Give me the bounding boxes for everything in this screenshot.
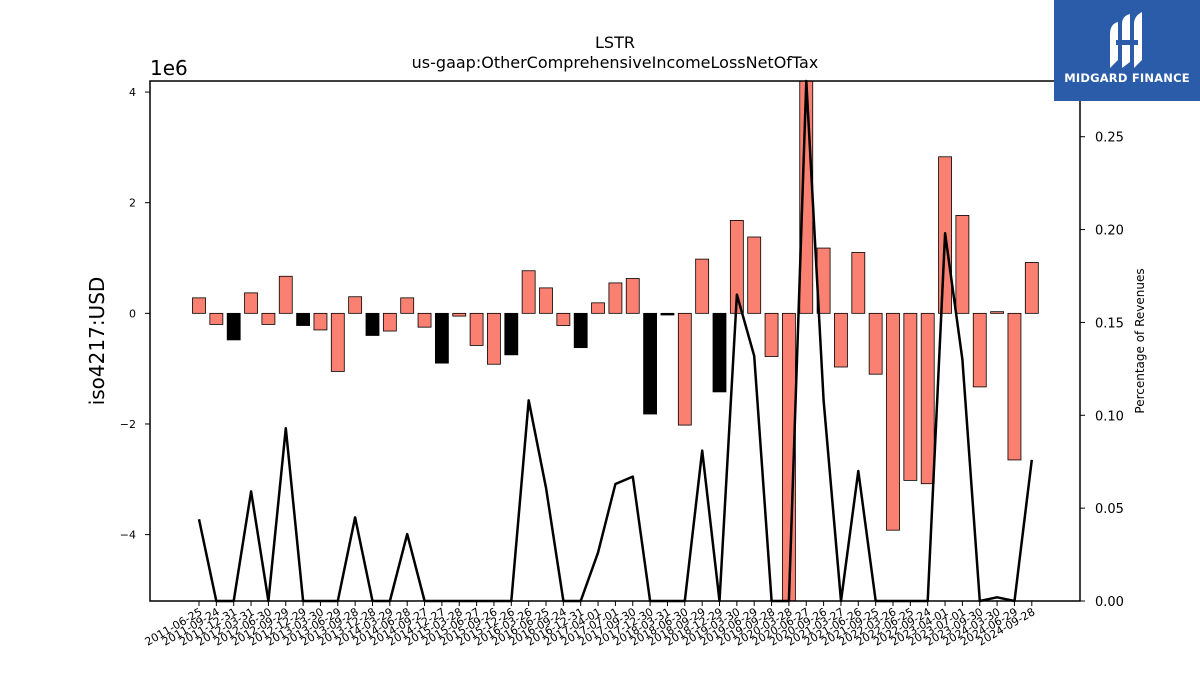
bar-2018-06-30 — [677, 312, 692, 426]
plot-frame — [149, 80, 1081, 602]
y2-tick-label: 0.20 — [1095, 224, 1124, 239]
bar-2019-09-28 — [764, 312, 779, 357]
bar-2015-12-26 — [504, 312, 519, 356]
bar-2012-06-30 — [261, 312, 276, 325]
bar-2012-12-29 — [296, 312, 311, 326]
bar-2015-06-27 — [469, 312, 484, 346]
bar-2016-03-26 — [521, 270, 536, 314]
bar-2013-06-29 — [330, 312, 345, 372]
bar-2021-03-27 — [834, 312, 848, 368]
bar-2013-12-28 — [365, 312, 380, 336]
midgard-logo-icon — [1110, 12, 1142, 68]
y-multiplier-label: 1e6 — [150, 56, 188, 80]
bar-2016-12-31 — [573, 312, 588, 349]
y2-tick-label: 0.00 — [1095, 595, 1124, 610]
bar-2023-07-01 — [955, 215, 970, 314]
bar-2014-06-28 — [400, 297, 415, 314]
bar-2021-09-25 — [868, 312, 883, 375]
y-axis-label: iso4217:USD — [85, 277, 109, 406]
bar-2019-06-29 — [747, 236, 762, 314]
bar-2015-09-26 — [487, 312, 501, 365]
y-tick-label: 4 — [129, 86, 136, 99]
y-tick-label: −2 — [120, 418, 136, 431]
bar-2012-09-29 — [278, 275, 293, 314]
y2-tick-label: 0.10 — [1095, 409, 1124, 424]
bar-2015-03-28 — [452, 312, 467, 317]
bar-2017-09-30 — [625, 278, 640, 314]
bar-2018-03-31 — [660, 312, 675, 316]
bar-2024-03-30 — [990, 311, 1004, 314]
bar-2013-03-30 — [313, 312, 328, 331]
chart-subtitle: us-gaap:OtherComprehensiveIncomeLossNetO… — [412, 53, 819, 72]
y2-tick-label: 0.05 — [1095, 502, 1124, 517]
bar-2011-12-31 — [226, 312, 241, 341]
bar-2018-09-29 — [695, 258, 710, 314]
bar-2017-07-01 — [608, 282, 623, 314]
bar-2017-04-01 — [591, 302, 605, 314]
y2-tick-label: 0.15 — [1095, 316, 1124, 331]
bar-2016-06-25 — [539, 287, 553, 314]
bar-2011-06-25 — [192, 297, 206, 314]
bar-2023-09-30 — [972, 312, 987, 388]
brand-logo: MIDGARD FINANCE — [1054, 0, 1200, 101]
bar-2021-06-26 — [851, 252, 866, 314]
bar-2017-12-30 — [643, 312, 657, 415]
y2-tick-label: 0.25 — [1095, 131, 1124, 146]
y-tick-label: 2 — [129, 197, 136, 210]
bar-2024-06-29 — [1007, 312, 1022, 461]
bar-2022-09-24 — [920, 312, 935, 485]
bar-2022-06-25 — [903, 312, 918, 481]
bar-2011-09-24 — [209, 312, 224, 325]
y-tick-label: 0 — [129, 307, 136, 320]
y2-axis-label: Percentage of Revenues — [1133, 268, 1147, 413]
bar-2014-09-27 — [417, 312, 432, 328]
bar-2014-12-27 — [434, 312, 449, 364]
bar-2022-03-26 — [886, 312, 900, 531]
bar-2014-03-29 — [382, 312, 397, 332]
y-tick-label: −4 — [120, 529, 136, 542]
bar-2024-09-28 — [1024, 262, 1039, 314]
bar-2012-03-31 — [244, 292, 258, 314]
bar-2013-09-28 — [348, 296, 363, 314]
chart-title: LSTR — [595, 33, 635, 52]
brand-name: MIDGARD FINANCE — [1064, 71, 1190, 85]
bar-2018-12-29 — [712, 312, 727, 393]
bar-2016-09-24 — [556, 312, 571, 326]
